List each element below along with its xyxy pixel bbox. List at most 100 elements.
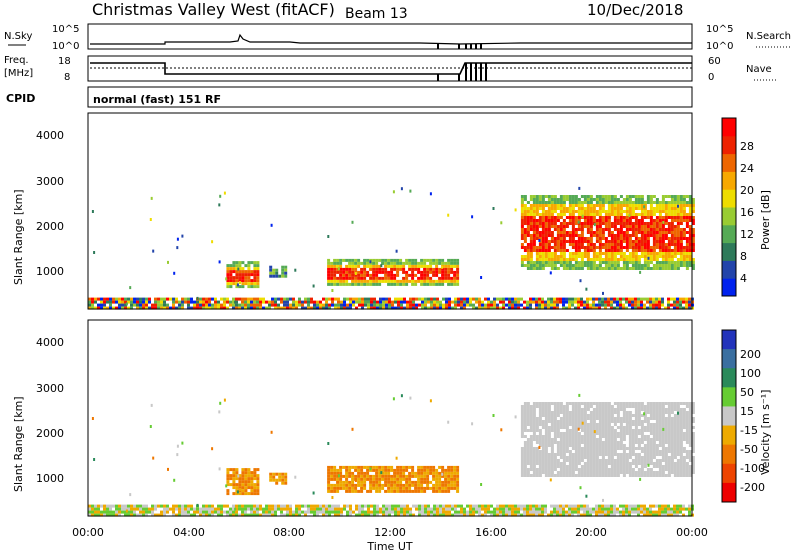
heatmap-cell <box>256 480 260 484</box>
heatmap-cell <box>658 249 662 252</box>
heatmap-cell <box>649 258 653 261</box>
heatmap-cell <box>661 195 665 198</box>
heatmap-cell <box>394 504 397 508</box>
heatmap-cell <box>445 306 448 310</box>
heatmap-cell <box>685 195 689 198</box>
heatmap-cell <box>241 486 245 490</box>
heatmap-cell <box>366 279 370 283</box>
heatmap-cell <box>625 213 629 216</box>
heatmap-cell <box>655 513 658 517</box>
heatmap-cell <box>622 240 626 243</box>
heatmap-cell <box>529 417 533 420</box>
heatmap-cell <box>520 405 524 408</box>
heatmap-cell <box>595 429 599 432</box>
heatmap-cell <box>544 213 548 216</box>
heatmap-cell <box>580 267 584 270</box>
heatmap-cell <box>604 237 608 240</box>
heatmap-cell <box>460 510 463 514</box>
heatmap-cell <box>232 264 236 268</box>
heatmap-cell <box>661 258 665 261</box>
heatmap-cell <box>622 510 625 514</box>
heatmap-cell <box>342 486 346 490</box>
heatmap-cell <box>640 303 643 307</box>
heatmap-cell <box>613 237 617 240</box>
heatmap-cell <box>351 465 355 469</box>
heatmap-cell <box>244 468 248 472</box>
heatmap-cell <box>532 474 536 477</box>
heatmap-cell <box>284 265 288 269</box>
heatmap-cell <box>88 504 91 508</box>
heatmap-speckle <box>173 271 176 275</box>
heatmap-cell <box>658 429 662 432</box>
heatmap-cell <box>667 456 671 459</box>
heatmap-cell <box>100 513 103 517</box>
heatmap-cell <box>637 267 641 270</box>
heatmap-cell <box>559 249 563 252</box>
heatmap-cell <box>646 225 650 228</box>
heatmap-cell <box>535 438 539 441</box>
heatmap-cell <box>556 420 560 423</box>
heatmap-cell <box>432 282 436 286</box>
noise-search-label: N.Search <box>746 31 791 42</box>
heatmap-cell <box>580 441 584 444</box>
heatmap-cell <box>577 450 581 453</box>
heatmap-cell <box>292 513 295 517</box>
heatmap-cell <box>574 405 578 408</box>
heatmap-cell <box>109 306 112 310</box>
heatmap-cell <box>385 297 388 301</box>
heatmap-cell <box>670 198 674 201</box>
heatmap-cell <box>682 216 686 219</box>
heatmap-cell <box>384 267 388 271</box>
heatmap-cell <box>643 252 647 255</box>
heatmap-cell <box>589 207 593 210</box>
heatmap-cell <box>592 402 596 405</box>
heatmap-cell <box>235 261 239 265</box>
heatmap-cell <box>508 300 511 304</box>
heatmap-cell <box>595 297 598 301</box>
heatmap-cell <box>253 306 256 310</box>
heatmap-cell <box>625 507 628 511</box>
heatmap-cell <box>532 438 536 441</box>
heatmap-cell <box>190 300 193 304</box>
heatmap-cell <box>553 402 557 405</box>
heatmap-cell <box>553 456 557 459</box>
heatmap-cell <box>205 303 208 307</box>
heatmap-cell <box>529 438 533 441</box>
heatmap-cell <box>670 195 674 198</box>
heatmap-cell <box>643 201 647 204</box>
heatmap-cell <box>385 513 388 517</box>
heatmap-cell <box>337 507 340 511</box>
heatmap-cell <box>640 219 644 222</box>
heatmap-cell <box>652 453 656 456</box>
heatmap-cell <box>556 462 560 465</box>
heatmap-cell <box>348 486 352 490</box>
heatmap-cell <box>330 483 334 487</box>
heatmap-cell <box>667 231 671 234</box>
heatmap-cell <box>568 222 572 225</box>
heatmap-cell <box>637 438 641 441</box>
heatmap-cell <box>553 216 557 219</box>
heatmap-cell <box>541 207 545 210</box>
heatmap-cell <box>640 414 644 417</box>
heatmap-cell <box>456 279 460 283</box>
heatmap-cell <box>535 513 538 517</box>
heatmap-cell <box>604 468 608 471</box>
heatmap-cell <box>181 300 184 304</box>
heatmap-cell <box>604 306 607 310</box>
heatmap-cell <box>405 480 409 484</box>
heatmap-cell <box>366 258 370 262</box>
heatmap-cell <box>565 405 569 408</box>
heatmap-cell <box>538 222 542 225</box>
heatmap-cell <box>685 222 689 225</box>
heatmap-cell <box>550 420 554 423</box>
heatmap-cell <box>277 306 280 310</box>
heatmap-cell <box>595 231 599 234</box>
heatmap-cell <box>586 462 590 465</box>
heatmap-cell <box>375 480 379 484</box>
heatmap-cell <box>556 507 559 511</box>
heatmap-cell <box>375 483 379 487</box>
heatmap-cell <box>592 249 596 252</box>
heatmap-cell <box>408 471 412 475</box>
heatmap-cell <box>595 204 599 207</box>
heatmap-cell <box>649 411 653 414</box>
